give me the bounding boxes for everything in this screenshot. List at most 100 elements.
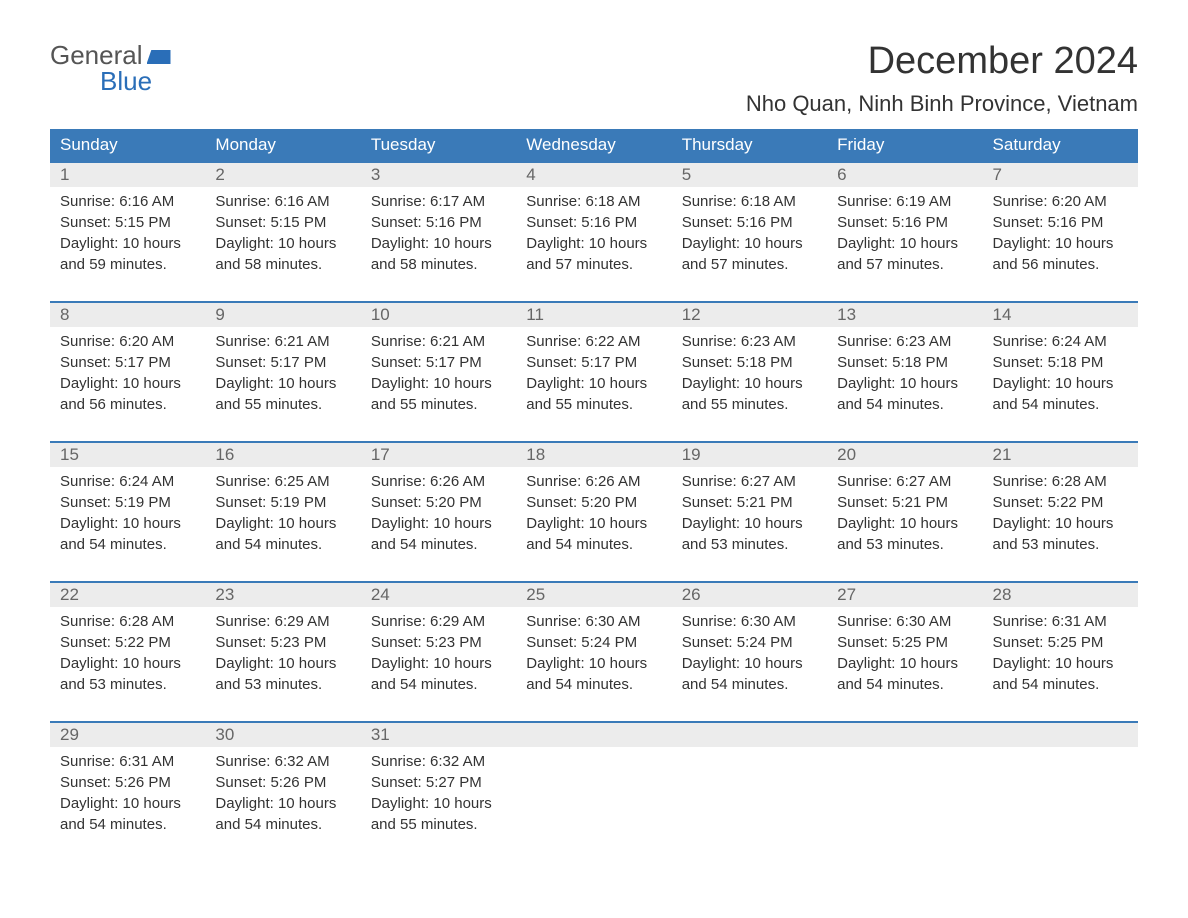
sunset-text: Sunset: 5:18 PM <box>993 352 1128 373</box>
daylight-text-2: and 58 minutes. <box>215 254 350 275</box>
location: Nho Quan, Ninh Binh Province, Vietnam <box>746 91 1138 117</box>
sunrise-text: Sunrise: 6:20 AM <box>60 331 195 352</box>
daylight-text-2: and 54 minutes. <box>371 534 506 555</box>
day-cell: Sunrise: 6:19 AMSunset: 5:16 PMDaylight:… <box>827 187 982 281</box>
week-row: 22232425262728Sunrise: 6:28 AMSunset: 5:… <box>50 581 1138 701</box>
daylight-text-1: Daylight: 10 hours <box>215 373 350 394</box>
sunset-text: Sunset: 5:22 PM <box>993 492 1128 513</box>
daylight-text-2: and 53 minutes. <box>215 674 350 695</box>
day-cell: Sunrise: 6:24 AMSunset: 5:19 PMDaylight:… <box>50 467 205 561</box>
day-number: 24 <box>361 583 516 607</box>
sunrise-text: Sunrise: 6:29 AM <box>215 611 350 632</box>
day-number: 9 <box>205 303 360 327</box>
sunset-text: Sunset: 5:17 PM <box>60 352 195 373</box>
sunrise-text: Sunrise: 6:30 AM <box>837 611 972 632</box>
daylight-text-2: and 54 minutes. <box>993 394 1128 415</box>
daylight-text-1: Daylight: 10 hours <box>371 233 506 254</box>
day-number: 27 <box>827 583 982 607</box>
day-number: 3 <box>361 163 516 187</box>
day-cell: Sunrise: 6:23 AMSunset: 5:18 PMDaylight:… <box>827 327 982 421</box>
daylight-text-1: Daylight: 10 hours <box>215 233 350 254</box>
sunset-text: Sunset: 5:23 PM <box>215 632 350 653</box>
sunset-text: Sunset: 5:16 PM <box>526 212 661 233</box>
daylight-text-1: Daylight: 10 hours <box>371 513 506 534</box>
daylight-text-1: Daylight: 10 hours <box>682 233 817 254</box>
day-number <box>983 723 1138 747</box>
day-cell: Sunrise: 6:28 AMSunset: 5:22 PMDaylight:… <box>983 467 1138 561</box>
sunset-text: Sunset: 5:18 PM <box>837 352 972 373</box>
day-number <box>672 723 827 747</box>
day-cell: Sunrise: 6:30 AMSunset: 5:25 PMDaylight:… <box>827 607 982 701</box>
day-numbers-row: 891011121314 <box>50 303 1138 327</box>
day-cell: Sunrise: 6:18 AMSunset: 5:16 PMDaylight:… <box>516 187 671 281</box>
daylight-text-2: and 54 minutes. <box>215 534 350 555</box>
day-cell: Sunrise: 6:31 AMSunset: 5:25 PMDaylight:… <box>983 607 1138 701</box>
daylight-text-1: Daylight: 10 hours <box>60 653 195 674</box>
day-cell: Sunrise: 6:27 AMSunset: 5:21 PMDaylight:… <box>672 467 827 561</box>
sunset-text: Sunset: 5:20 PM <box>371 492 506 513</box>
day-numbers-row: 293031 <box>50 723 1138 747</box>
day-cell: Sunrise: 6:17 AMSunset: 5:16 PMDaylight:… <box>361 187 516 281</box>
daylight-text-2: and 53 minutes. <box>993 534 1128 555</box>
week-row: 293031Sunrise: 6:31 AMSunset: 5:26 PMDay… <box>50 721 1138 841</box>
daylight-text-2: and 53 minutes. <box>837 534 972 555</box>
sunrise-text: Sunrise: 6:32 AM <box>215 751 350 772</box>
day-number: 13 <box>827 303 982 327</box>
day-numbers-row: 22232425262728 <box>50 583 1138 607</box>
day-numbers-row: 1234567 <box>50 163 1138 187</box>
day-number: 20 <box>827 443 982 467</box>
day-cell: Sunrise: 6:31 AMSunset: 5:26 PMDaylight:… <box>50 747 205 841</box>
week-row: 15161718192021Sunrise: 6:24 AMSunset: 5:… <box>50 441 1138 561</box>
calendar: SundayMondayTuesdayWednesdayThursdayFrid… <box>50 129 1138 841</box>
daylight-text-2: and 53 minutes. <box>682 534 817 555</box>
day-number: 26 <box>672 583 827 607</box>
day-number: 14 <box>983 303 1138 327</box>
sunrise-text: Sunrise: 6:17 AM <box>371 191 506 212</box>
sunset-text: Sunset: 5:17 PM <box>215 352 350 373</box>
sunset-text: Sunset: 5:19 PM <box>215 492 350 513</box>
day-cell <box>516 747 671 841</box>
daylight-text-1: Daylight: 10 hours <box>526 373 661 394</box>
daylight-text-2: and 55 minutes. <box>371 394 506 415</box>
sunrise-text: Sunrise: 6:18 AM <box>682 191 817 212</box>
title-block: December 2024 Nho Quan, Ninh Binh Provin… <box>746 40 1138 117</box>
sunrise-text: Sunrise: 6:27 AM <box>837 471 972 492</box>
daylight-text-1: Daylight: 10 hours <box>215 653 350 674</box>
day-contents-row: Sunrise: 6:20 AMSunset: 5:17 PMDaylight:… <box>50 327 1138 421</box>
sunrise-text: Sunrise: 6:21 AM <box>215 331 350 352</box>
daylight-text-1: Daylight: 10 hours <box>837 373 972 394</box>
sunrise-text: Sunrise: 6:24 AM <box>60 471 195 492</box>
sunset-text: Sunset: 5:15 PM <box>215 212 350 233</box>
day-cell <box>672 747 827 841</box>
day-number <box>827 723 982 747</box>
daylight-text-2: and 54 minutes. <box>526 534 661 555</box>
daylight-text-1: Daylight: 10 hours <box>682 373 817 394</box>
sunrise-text: Sunrise: 6:30 AM <box>682 611 817 632</box>
day-cell: Sunrise: 6:25 AMSunset: 5:19 PMDaylight:… <box>205 467 360 561</box>
sunset-text: Sunset: 5:26 PM <box>215 772 350 793</box>
day-contents-row: Sunrise: 6:16 AMSunset: 5:15 PMDaylight:… <box>50 187 1138 281</box>
day-header-friday: Friday <box>827 129 982 161</box>
daylight-text-1: Daylight: 10 hours <box>526 653 661 674</box>
day-header-sunday: Sunday <box>50 129 205 161</box>
daylight-text-1: Daylight: 10 hours <box>371 793 506 814</box>
day-cell: Sunrise: 6:30 AMSunset: 5:24 PMDaylight:… <box>516 607 671 701</box>
sunset-text: Sunset: 5:17 PM <box>526 352 661 373</box>
daylight-text-2: and 56 minutes. <box>60 394 195 415</box>
day-number: 6 <box>827 163 982 187</box>
sunset-text: Sunset: 5:17 PM <box>371 352 506 373</box>
day-number: 17 <box>361 443 516 467</box>
sunset-text: Sunset: 5:18 PM <box>682 352 817 373</box>
logo-flag-icon <box>147 50 171 64</box>
daylight-text-1: Daylight: 10 hours <box>215 513 350 534</box>
day-cell: Sunrise: 6:20 AMSunset: 5:17 PMDaylight:… <box>50 327 205 421</box>
day-number: 5 <box>672 163 827 187</box>
day-number: 12 <box>672 303 827 327</box>
daylight-text-1: Daylight: 10 hours <box>837 513 972 534</box>
day-number: 4 <box>516 163 671 187</box>
day-cell: Sunrise: 6:30 AMSunset: 5:24 PMDaylight:… <box>672 607 827 701</box>
day-cell: Sunrise: 6:20 AMSunset: 5:16 PMDaylight:… <box>983 187 1138 281</box>
daylight-text-1: Daylight: 10 hours <box>993 233 1128 254</box>
sunrise-text: Sunrise: 6:26 AM <box>526 471 661 492</box>
daylight-text-2: and 55 minutes. <box>215 394 350 415</box>
